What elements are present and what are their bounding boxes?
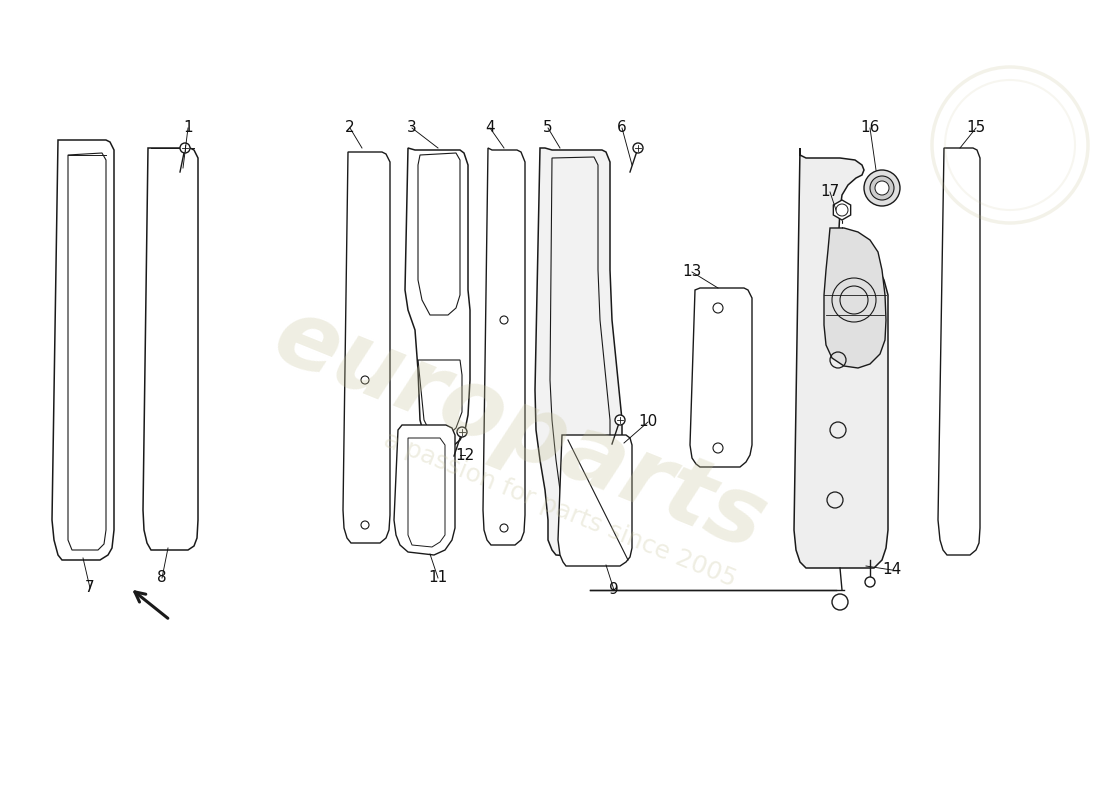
Text: 15: 15 — [967, 121, 986, 135]
Polygon shape — [483, 148, 525, 545]
Text: 7: 7 — [85, 581, 95, 595]
Polygon shape — [52, 140, 114, 560]
Polygon shape — [558, 435, 632, 566]
Text: 6: 6 — [617, 121, 627, 135]
Text: europarts: europarts — [261, 290, 779, 570]
Circle shape — [874, 181, 889, 195]
Polygon shape — [824, 228, 886, 368]
Circle shape — [865, 577, 874, 587]
Circle shape — [632, 143, 644, 153]
Text: 16: 16 — [860, 121, 880, 135]
Circle shape — [864, 170, 900, 206]
Text: 4: 4 — [485, 121, 495, 135]
Polygon shape — [143, 148, 198, 550]
Text: 8: 8 — [157, 570, 167, 586]
Circle shape — [456, 427, 468, 437]
Text: 5: 5 — [543, 121, 553, 135]
Text: 9: 9 — [609, 582, 619, 598]
Polygon shape — [343, 152, 390, 543]
Polygon shape — [834, 200, 850, 220]
Text: a passion for parts since 2005: a passion for parts since 2005 — [381, 428, 740, 592]
Text: 1: 1 — [184, 121, 192, 135]
Text: 17: 17 — [821, 185, 839, 199]
Polygon shape — [690, 288, 752, 467]
Polygon shape — [535, 148, 622, 558]
Text: 13: 13 — [682, 265, 702, 279]
Polygon shape — [405, 148, 470, 447]
Text: 2: 2 — [345, 121, 355, 135]
Text: 11: 11 — [428, 570, 448, 586]
Circle shape — [615, 415, 625, 425]
Circle shape — [832, 594, 848, 610]
Text: 3: 3 — [407, 121, 417, 135]
Text: 10: 10 — [638, 414, 658, 430]
Polygon shape — [394, 425, 455, 555]
Circle shape — [180, 143, 190, 153]
Polygon shape — [938, 148, 980, 555]
Circle shape — [870, 176, 894, 200]
Text: 14: 14 — [882, 562, 902, 578]
Text: 12: 12 — [455, 447, 474, 462]
Polygon shape — [794, 148, 888, 568]
